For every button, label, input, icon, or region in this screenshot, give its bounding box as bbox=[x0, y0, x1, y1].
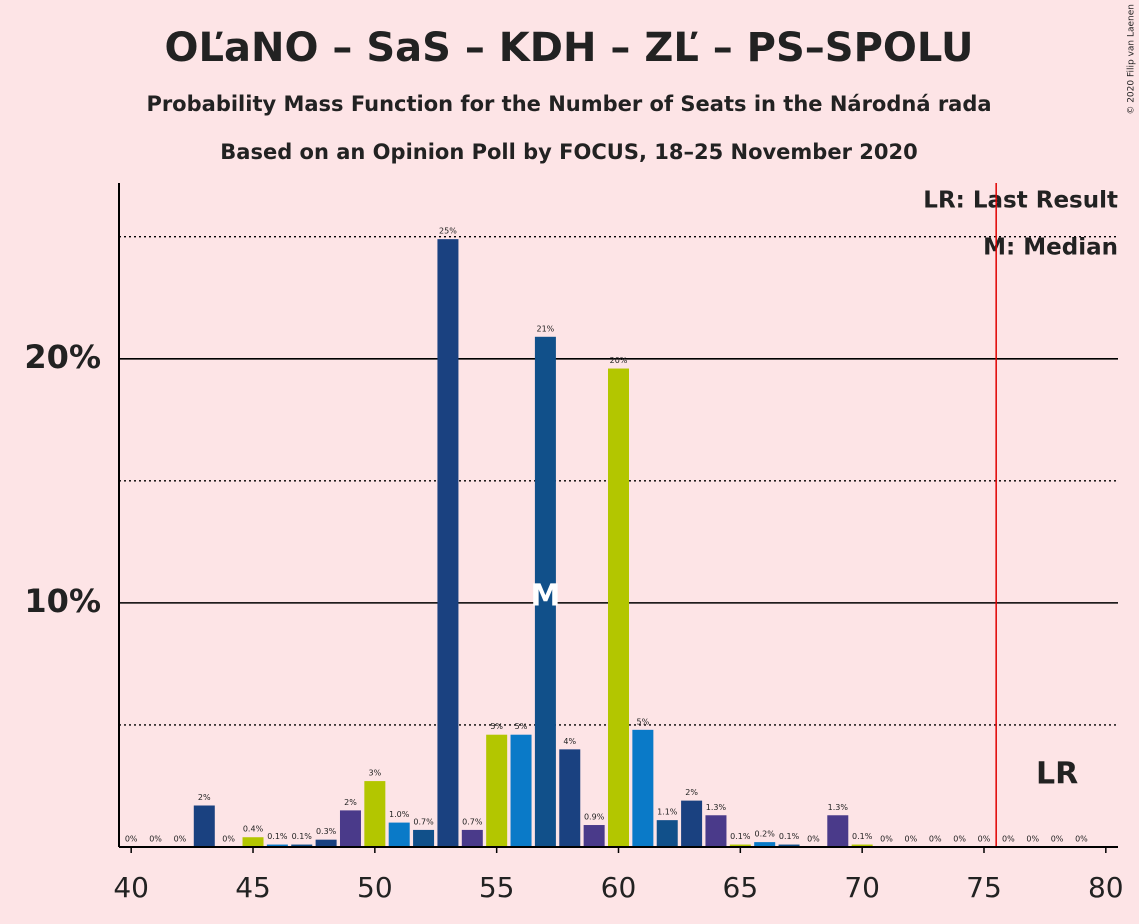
value-label: 2% bbox=[685, 788, 698, 797]
bar bbox=[827, 815, 849, 847]
value-label: 0% bbox=[125, 835, 138, 844]
last-result-label: LR bbox=[1036, 757, 1078, 792]
bar bbox=[754, 842, 776, 847]
value-label: 1.1% bbox=[657, 808, 678, 817]
chart-title: OĽaNO – SaS – KDH – ZĽ – PS–SPOLU bbox=[165, 25, 974, 71]
chart-subtitle: Based on an Opinion Poll by FOCUS, 18–25… bbox=[220, 140, 917, 164]
value-label: 5% bbox=[490, 722, 503, 731]
bar bbox=[510, 734, 532, 847]
value-label: 0% bbox=[978, 835, 991, 844]
value-label: 0.3% bbox=[316, 827, 337, 836]
x-tick-label: 65 bbox=[723, 871, 759, 904]
bar bbox=[851, 844, 873, 847]
value-label: 0% bbox=[929, 835, 942, 844]
bar bbox=[681, 800, 703, 847]
x-tick-label: 75 bbox=[966, 871, 1002, 904]
value-label: 0% bbox=[1026, 835, 1039, 844]
legend-text: LR: Last Result bbox=[923, 188, 1118, 214]
bar bbox=[534, 336, 556, 847]
value-label: 0.1% bbox=[292, 832, 313, 841]
value-label: 0% bbox=[880, 835, 893, 844]
value-label: 0.1% bbox=[779, 832, 800, 841]
x-tick-label: 45 bbox=[235, 871, 271, 904]
value-label: 0% bbox=[807, 835, 820, 844]
value-label: 1.3% bbox=[706, 803, 727, 812]
bar bbox=[778, 844, 800, 847]
value-label: 0% bbox=[149, 835, 162, 844]
value-label: 1.0% bbox=[389, 810, 410, 819]
value-label: 3% bbox=[368, 769, 381, 778]
bar bbox=[729, 844, 751, 847]
value-label: 4% bbox=[563, 737, 576, 746]
bar bbox=[632, 729, 654, 847]
value-label: 0% bbox=[1002, 835, 1015, 844]
bar bbox=[364, 781, 386, 847]
value-label: 25% bbox=[439, 227, 457, 236]
bar bbox=[705, 815, 727, 847]
bar bbox=[461, 829, 483, 847]
bar bbox=[608, 368, 629, 847]
x-tick-label: 55 bbox=[479, 871, 515, 904]
value-label: 20% bbox=[610, 356, 628, 365]
copyright: © 2020 Filip van Laenen bbox=[1127, 4, 1137, 115]
bar bbox=[437, 239, 459, 847]
value-label: 5% bbox=[637, 717, 650, 726]
bar bbox=[388, 822, 410, 847]
y-tick-label: 20% bbox=[24, 338, 101, 376]
bar bbox=[266, 844, 288, 847]
x-tick-label: 50 bbox=[357, 871, 393, 904]
value-label: 0% bbox=[905, 835, 918, 844]
value-label: 5% bbox=[515, 722, 528, 731]
value-label: 2% bbox=[198, 793, 211, 802]
value-label: 0% bbox=[1051, 835, 1064, 844]
bar bbox=[656, 820, 678, 847]
legend-text: M: Median bbox=[983, 235, 1118, 261]
bar bbox=[291, 844, 313, 847]
chart-subtitle: Probability Mass Function for the Number… bbox=[146, 92, 991, 116]
bar bbox=[413, 829, 435, 847]
value-label: 0% bbox=[953, 835, 966, 844]
y-tick-label: 10% bbox=[24, 582, 101, 620]
bar bbox=[559, 749, 581, 847]
x-tick-label: 70 bbox=[844, 871, 880, 904]
value-label: 0% bbox=[1075, 835, 1088, 844]
value-label: 1.3% bbox=[828, 803, 849, 812]
median-marker: M bbox=[530, 579, 560, 614]
value-label: 0.1% bbox=[267, 832, 288, 841]
value-label: 0.1% bbox=[730, 832, 751, 841]
bar bbox=[583, 825, 605, 847]
x-tick-label: 40 bbox=[113, 871, 149, 904]
value-label: 0.7% bbox=[462, 817, 483, 826]
bar bbox=[315, 839, 337, 847]
x-tick-label: 60 bbox=[601, 871, 637, 904]
x-tick-label: 80 bbox=[1088, 871, 1124, 904]
value-label: 2% bbox=[344, 798, 357, 807]
bar bbox=[486, 734, 508, 847]
bar bbox=[339, 810, 361, 847]
value-label: 0.2% bbox=[755, 830, 776, 839]
value-label: 0.9% bbox=[584, 813, 605, 822]
value-label: 0.1% bbox=[852, 832, 873, 841]
value-label: 0.4% bbox=[243, 825, 264, 834]
value-label: 21% bbox=[537, 324, 555, 333]
value-label: 0.7% bbox=[413, 817, 434, 826]
value-label: 0% bbox=[222, 835, 235, 844]
bar bbox=[242, 837, 264, 847]
bar bbox=[193, 805, 215, 847]
value-label: 0% bbox=[174, 835, 187, 844]
